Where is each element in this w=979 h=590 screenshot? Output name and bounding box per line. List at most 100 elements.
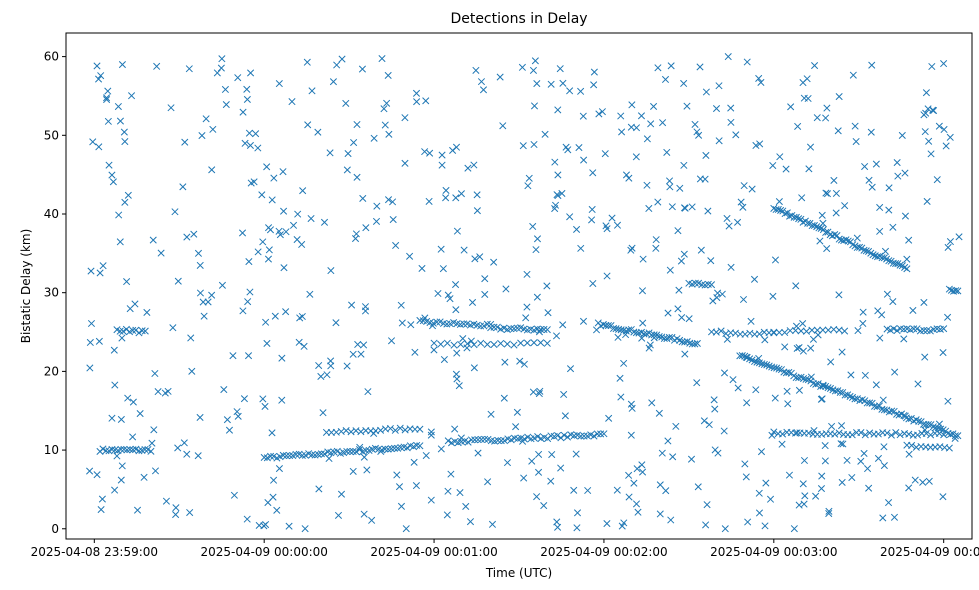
- detection-point: [617, 112, 625, 120]
- detection-point: [162, 497, 170, 505]
- detection-point: [128, 92, 136, 100]
- detection-point: [278, 396, 286, 404]
- detection-point: [862, 247, 870, 255]
- detection-point: [254, 144, 262, 152]
- detection-point: [497, 339, 505, 347]
- detection-point: [935, 429, 943, 437]
- detection-point: [466, 518, 475, 526]
- detection-point: [411, 348, 419, 356]
- detection-point: [772, 205, 780, 214]
- y-tick-label: 30: [44, 286, 59, 300]
- detection-point: [496, 73, 504, 81]
- detection-point: [172, 504, 180, 512]
- detection-point: [865, 484, 873, 492]
- detection-point: [890, 513, 899, 521]
- detection-point: [499, 122, 507, 130]
- detection-point: [528, 457, 536, 465]
- detection-point: [664, 437, 672, 445]
- detection-point: [135, 329, 143, 337]
- detection-point: [427, 496, 435, 504]
- detection-point: [239, 108, 247, 116]
- detection-point: [261, 402, 269, 410]
- detection-point: [357, 350, 365, 358]
- detection-point: [732, 131, 740, 139]
- detection-point: [148, 439, 156, 447]
- detection-point: [519, 142, 527, 150]
- detection-point: [413, 98, 421, 106]
- detection-point: [589, 279, 597, 288]
- detection-point: [552, 332, 561, 340]
- detection-point: [467, 337, 475, 345]
- detection-point: [246, 141, 254, 150]
- detection-point: [510, 341, 518, 349]
- detection-point: [920, 298, 928, 306]
- detection-point: [129, 446, 137, 454]
- x-tick-label: 2025-04-09 00:03:00: [710, 545, 837, 559]
- detection-point: [220, 386, 228, 394]
- detection-point: [356, 443, 364, 451]
- detection-point: [819, 219, 827, 227]
- detection-point: [303, 58, 311, 66]
- detection-point: [798, 194, 806, 202]
- detection-point: [452, 306, 460, 314]
- detection-point: [490, 341, 498, 349]
- detection-point: [835, 429, 843, 437]
- detection-point: [691, 279, 699, 287]
- detection-point: [141, 327, 149, 335]
- detection-point: [860, 449, 868, 457]
- detection-point: [453, 227, 461, 235]
- detection-point: [447, 470, 455, 478]
- detection-point: [903, 265, 911, 273]
- detection-point: [233, 408, 241, 416]
- detection-point: [93, 471, 101, 479]
- detection-point: [801, 492, 809, 500]
- detection-point: [553, 191, 561, 199]
- detection-point: [939, 493, 947, 501]
- detection-point: [872, 381, 880, 389]
- detection-point: [865, 176, 873, 184]
- detection-point: [913, 431, 922, 439]
- detection-point: [535, 328, 543, 336]
- detection-point: [674, 227, 682, 235]
- detection-point: [945, 444, 953, 452]
- detection-point: [876, 227, 884, 235]
- detection-point: [808, 326, 816, 334]
- detection-point: [633, 465, 641, 473]
- detection-point: [866, 429, 874, 437]
- detection-point: [553, 518, 561, 526]
- detection-point: [463, 344, 471, 352]
- detection-point: [727, 104, 735, 112]
- detection-point: [288, 98, 296, 106]
- detection-point: [551, 205, 559, 213]
- detection-point: [752, 386, 760, 394]
- x-tick-label: 2025-04-08 23:59:00: [31, 545, 158, 559]
- detection-point: [597, 430, 605, 438]
- detection-point: [116, 327, 124, 335]
- detection-point: [265, 246, 273, 254]
- detection-point: [603, 225, 611, 233]
- detection-point: [808, 222, 816, 230]
- detection-point: [556, 65, 564, 73]
- detection-point: [664, 309, 672, 317]
- detection-point: [157, 249, 165, 257]
- detection-point: [93, 62, 101, 70]
- detection-point: [777, 206, 785, 215]
- detection-point: [627, 431, 635, 439]
- detection-point: [524, 182, 532, 190]
- detection-point: [271, 312, 279, 320]
- detection-point: [402, 525, 410, 533]
- detection-point: [500, 437, 509, 445]
- detection-point: [531, 57, 539, 65]
- detection-point: [792, 322, 801, 330]
- detection-point: [118, 60, 126, 69]
- detection-point: [407, 321, 415, 329]
- detection-point: [512, 423, 520, 431]
- detection-point: [785, 368, 793, 376]
- detection-point: [625, 471, 633, 479]
- detection-point: [377, 426, 385, 434]
- detection-point: [810, 426, 818, 435]
- detection-point: [781, 343, 789, 351]
- detection-point: [319, 409, 327, 417]
- detection-point: [327, 267, 335, 275]
- detection-point: [218, 281, 226, 289]
